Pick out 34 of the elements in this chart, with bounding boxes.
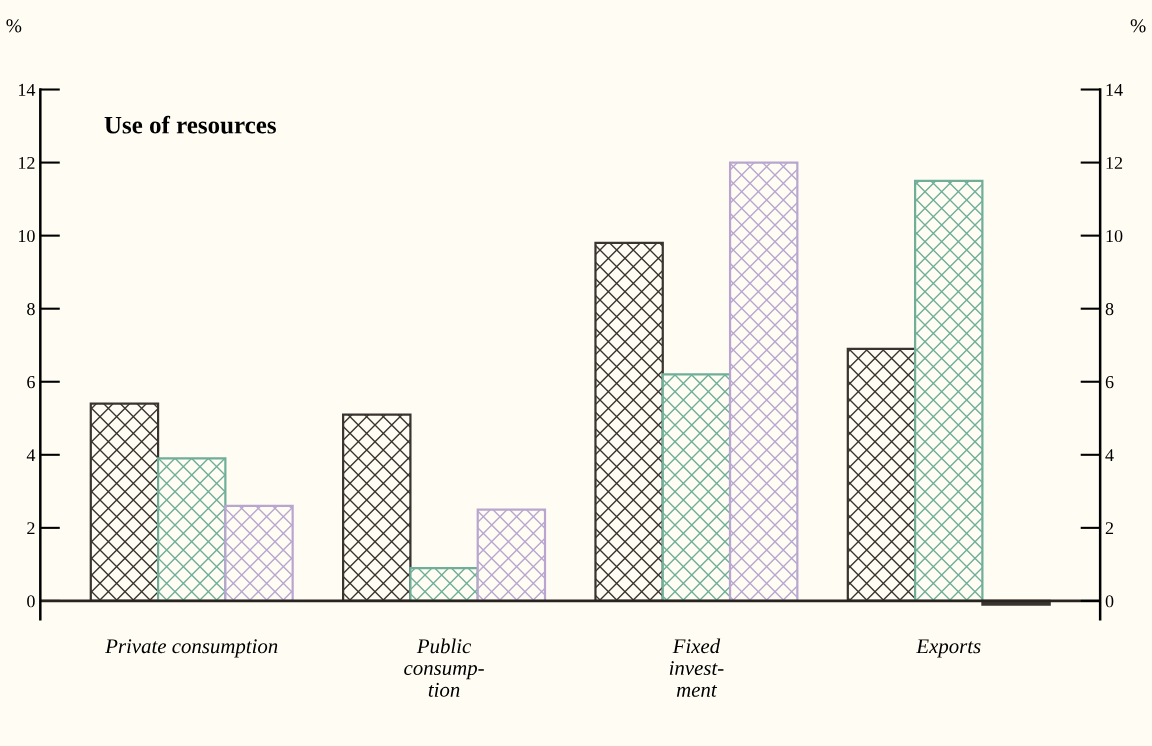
y-tick-label: 8: [27, 302, 35, 316]
bar: [661, 373, 732, 603]
y2-tick-label: 8: [1105, 302, 1114, 316]
y-tick-label: 10: [18, 229, 35, 243]
bar: [728, 161, 799, 603]
x-tick-label: Exports: [916, 639, 981, 658]
bar: [156, 457, 227, 603]
bar: [914, 179, 984, 603]
y2-tick-label: 0: [1105, 595, 1114, 608]
y2-tick-label: 2: [1105, 522, 1114, 535]
y-tick-label: 2: [27, 522, 35, 535]
bar: [409, 566, 479, 603]
bar: [846, 347, 917, 603]
y-tick-label: 14: [18, 83, 36, 96]
y2-tick-label: 10: [1106, 229, 1123, 243]
y2-tick-label: 14: [1106, 83, 1123, 96]
bar: [342, 413, 412, 603]
y-tick-label: 0: [27, 595, 35, 608]
text: Use of resources: [104, 115, 276, 134]
x-tick-label: Fixed invest- ment: [669, 638, 724, 697]
y-axis-title: %: [6, 19, 22, 33]
y2-tick-label: 12: [1106, 156, 1123, 169]
y2-tick-label: 4: [1105, 449, 1114, 462]
bar: [89, 402, 160, 603]
y2-tick-label: 6: [1105, 376, 1114, 389]
y-tick-label: 12: [18, 156, 35, 169]
y-tick-label: 6: [27, 376, 35, 389]
bar: [476, 508, 547, 603]
bar: [224, 504, 294, 603]
y-tick-label: 4: [26, 449, 36, 462]
bar: [594, 241, 664, 603]
x-tick-label: Private consumption: [105, 639, 278, 658]
y2-axis-title: %: [1130, 19, 1146, 33]
x-tick-label: Public consump- tion: [404, 638, 484, 697]
